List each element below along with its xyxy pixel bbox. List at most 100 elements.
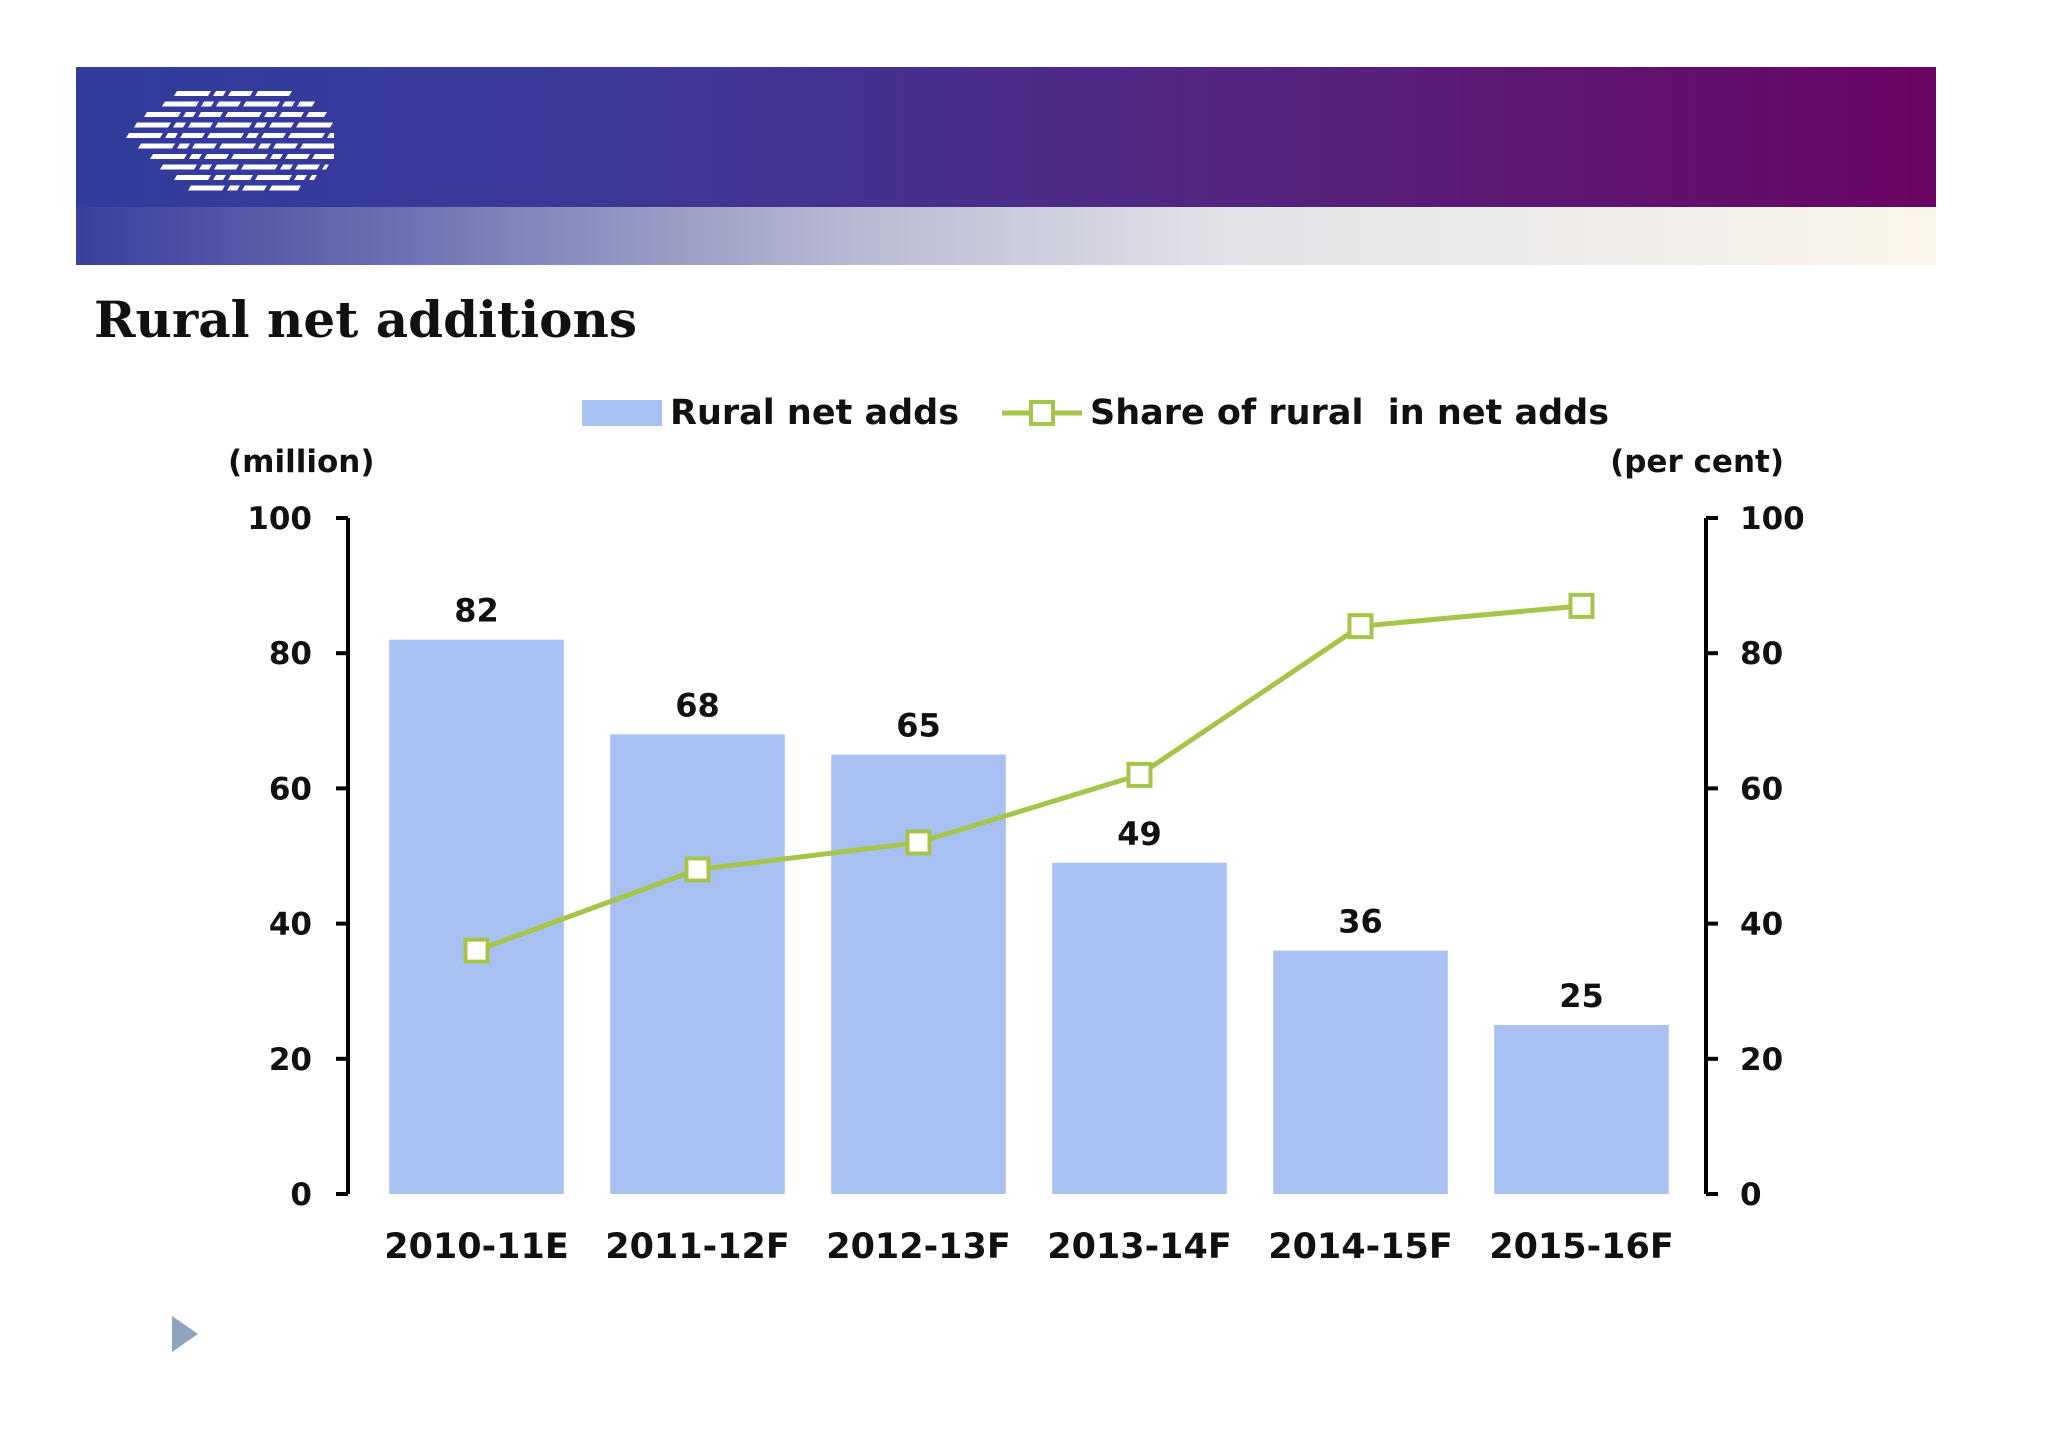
axes-group xyxy=(336,516,1718,1196)
logo-stripe xyxy=(162,101,199,107)
bar xyxy=(389,639,564,1194)
logo-stripe xyxy=(312,154,334,159)
logo-stripe xyxy=(213,175,226,180)
chart-legend: Rural net adds Share of rural in net adds xyxy=(582,393,1609,433)
right-tick-label: 20 xyxy=(1740,1042,1783,1078)
logo-stripe xyxy=(285,154,310,159)
logo-stripe xyxy=(280,164,293,170)
logo-stripe xyxy=(269,185,301,191)
logo-stripe xyxy=(306,112,327,117)
logo-stripe xyxy=(241,164,278,170)
logo-stripe xyxy=(255,91,292,96)
logo-stripe xyxy=(189,154,202,159)
logo-stripe xyxy=(198,112,223,117)
logo-stripe xyxy=(243,101,280,107)
category-label: 2013-14F xyxy=(1047,1227,1232,1267)
logo-stripe xyxy=(322,164,329,170)
right-tick-label: 60 xyxy=(1740,771,1783,807)
right-tick-label: 100 xyxy=(1740,501,1805,537)
bar-data-label: 68 xyxy=(675,686,720,724)
banner-top-band xyxy=(76,67,1936,207)
labels-group: 82 68 65 49 36 25 0 20 40 60 80 100 0 20 40 60 80 100 2010… xyxy=(228,444,1805,1267)
logo-stripe xyxy=(279,112,304,117)
slide-title: Rural net additions xyxy=(94,290,637,349)
line-point xyxy=(684,856,711,883)
line-point xyxy=(905,829,932,856)
bar xyxy=(1052,862,1227,1194)
logo-stripe xyxy=(188,122,213,128)
left-tick-label: 80 xyxy=(269,636,312,672)
logo-stripe xyxy=(219,143,256,149)
left-axis-unit: (million) xyxy=(228,444,375,480)
logo-stripe xyxy=(134,122,171,128)
right-tick-label: 40 xyxy=(1740,907,1783,943)
header-banner xyxy=(76,67,1936,265)
logo-stripe xyxy=(282,101,295,107)
logo-stripe xyxy=(150,154,187,159)
logo-stripe xyxy=(327,133,334,138)
line-point xyxy=(1568,592,1595,619)
logo-stripe xyxy=(215,122,252,128)
striped-logo-icon xyxy=(126,91,334,191)
share-line xyxy=(475,603,1582,953)
logo-stripe xyxy=(204,154,229,159)
logo-stripe xyxy=(296,122,333,128)
logo-stripe xyxy=(294,175,307,180)
logo-stripe xyxy=(214,164,239,170)
bar-data-label: 65 xyxy=(896,707,941,745)
logo-stripe xyxy=(227,185,240,191)
left-tick-label: 0 xyxy=(290,1177,312,1213)
bar-data-label: 82 xyxy=(454,592,499,630)
logo-stripe xyxy=(300,143,334,149)
logo-stripe xyxy=(264,112,277,117)
logo-stripe xyxy=(228,91,253,96)
line-point xyxy=(463,937,490,964)
bar-data-label: 25 xyxy=(1559,977,1604,1015)
logo-stripe xyxy=(254,122,267,128)
category-label: 2012-13F xyxy=(826,1227,1011,1267)
logo-stripe xyxy=(177,143,190,149)
logo-stripe xyxy=(297,101,315,107)
logo-stripe xyxy=(231,154,268,159)
logo-stripe xyxy=(255,175,292,180)
bar-data-label: 36 xyxy=(1338,903,1383,941)
logo-stripe xyxy=(228,175,253,180)
logo-stripe xyxy=(183,112,196,117)
logo-stripe xyxy=(165,133,178,138)
bar xyxy=(1494,1025,1669,1194)
bar xyxy=(610,734,785,1194)
line-point xyxy=(1126,761,1153,788)
logo-stripe xyxy=(269,122,294,128)
bars-group xyxy=(389,639,1669,1194)
legend-line-marker xyxy=(1029,400,1055,426)
logo-stripe xyxy=(270,154,283,159)
logo-stripe xyxy=(295,164,320,170)
logo-stripe xyxy=(126,133,163,138)
line-point xyxy=(1347,613,1374,640)
logo-stripe xyxy=(242,185,267,191)
logo-stripe xyxy=(225,112,262,117)
logo-stripe xyxy=(207,133,244,138)
logo-stripe xyxy=(138,143,175,149)
banner-bottom-band xyxy=(76,207,1936,265)
bar xyxy=(831,754,1006,1194)
legend-bar-label: Rural net adds xyxy=(670,393,959,433)
logo-stripe xyxy=(258,143,271,149)
logo-stripe xyxy=(173,122,186,128)
right-tick-label: 80 xyxy=(1740,636,1783,672)
category-label: 2010-11E xyxy=(384,1227,569,1267)
bar-data-label: 49 xyxy=(1117,815,1162,853)
left-tick-label: 60 xyxy=(269,771,312,807)
logo-stripe xyxy=(273,143,298,149)
logo-stripe xyxy=(213,91,226,96)
bar xyxy=(1273,950,1448,1194)
category-label: 2015-16F xyxy=(1489,1227,1674,1267)
right-axis-unit: (per cent) xyxy=(1610,444,1784,480)
category-label: 2011-12F xyxy=(605,1227,790,1267)
logo-stripe xyxy=(309,175,317,180)
logo-stripe xyxy=(261,133,286,138)
logo-stripe xyxy=(188,185,225,191)
logo-stripe xyxy=(246,133,259,138)
left-tick-label: 40 xyxy=(269,907,312,943)
